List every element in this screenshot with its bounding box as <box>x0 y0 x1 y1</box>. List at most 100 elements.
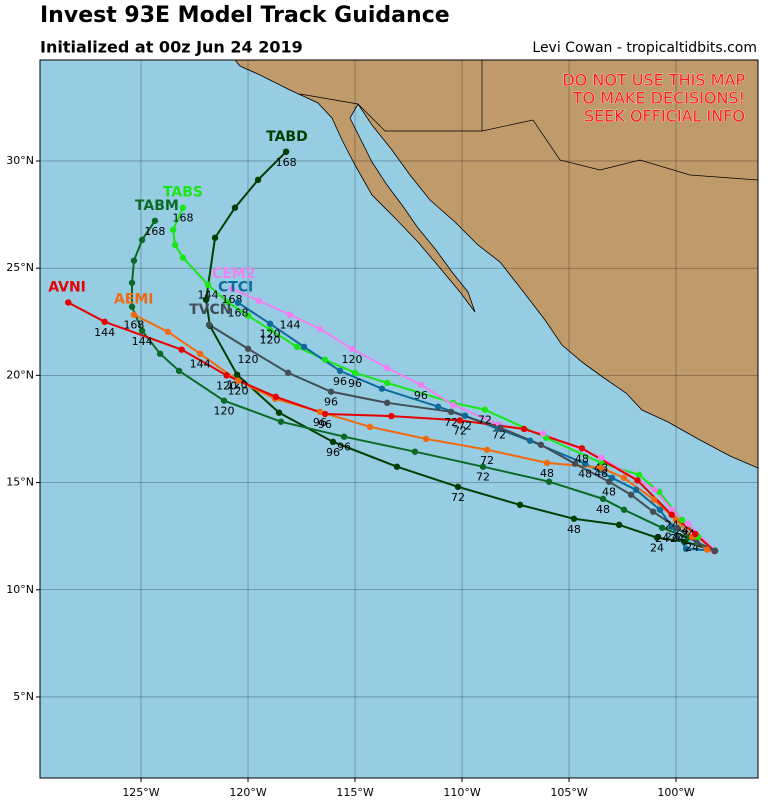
track-point <box>175 367 183 375</box>
track-point <box>151 217 159 224</box>
hour-label: 48 <box>575 452 589 465</box>
warning: TO MAKE DECISIONS! <box>572 89 745 108</box>
x-tick-label: 120°W <box>229 786 266 799</box>
hour-label: 120 <box>342 353 363 366</box>
hour-label: 48 <box>567 523 581 536</box>
track-point <box>684 520 692 527</box>
track-point <box>272 393 280 401</box>
track-point <box>656 506 664 513</box>
track-point <box>520 425 528 433</box>
track-point <box>543 459 551 467</box>
track-point <box>650 496 658 503</box>
track-point <box>316 408 324 416</box>
track-point <box>597 454 605 461</box>
hour-label: 120 <box>227 385 248 398</box>
hour-label: 96 <box>326 446 340 459</box>
model-name: TABD <box>266 129 308 145</box>
y-tick-label: 25°N <box>6 261 34 274</box>
track-point <box>128 279 136 286</box>
hour-label: 96 <box>324 396 338 409</box>
border <box>299 60 483 132</box>
track-point <box>393 463 401 470</box>
track-point <box>449 401 457 408</box>
hour-label: 72 <box>478 414 492 427</box>
hour-label: 72 <box>492 429 506 442</box>
track-point <box>672 516 680 524</box>
track-point <box>570 515 578 522</box>
track-point <box>678 516 686 524</box>
track-point <box>581 460 589 467</box>
track-point <box>668 506 676 513</box>
hour-label: 96 <box>348 377 362 390</box>
credit: Levi Cowan - tropicaltidbits.com <box>532 40 757 56</box>
track-point <box>383 399 391 407</box>
track-point <box>266 320 274 327</box>
track-point <box>605 478 613 485</box>
track-point <box>388 412 395 420</box>
track-point <box>422 435 430 443</box>
hour-label: 120 <box>227 379 248 392</box>
track-point <box>65 299 72 306</box>
track-point <box>627 491 635 498</box>
hour-label: 48 <box>578 468 592 481</box>
track-point <box>634 477 641 484</box>
track-point <box>228 285 236 292</box>
hour-label: 72 <box>444 416 458 429</box>
hour-label: 96 <box>337 441 351 454</box>
track-point <box>211 234 219 241</box>
track-point <box>620 506 628 513</box>
track-line <box>67 301 716 552</box>
track-point <box>220 397 228 404</box>
track-point <box>668 511 675 518</box>
hour-label: 168 <box>227 307 248 320</box>
track-point <box>327 388 335 395</box>
y-tick-label: 20°N <box>6 368 34 381</box>
hour-label: 72 <box>451 491 465 504</box>
hour-label: 96 <box>333 375 347 388</box>
track-point <box>366 423 374 431</box>
track-point <box>526 437 534 444</box>
track-point <box>266 326 274 333</box>
hour-label: 120 <box>260 328 281 341</box>
track-point <box>169 226 177 233</box>
x-tick-label: 115°W <box>336 786 373 799</box>
model-name: TABS <box>163 185 203 201</box>
tracks: 24487296120168TABD24487296120144168TABM2… <box>48 129 719 555</box>
track-point <box>481 406 489 413</box>
hour-label: 144 <box>197 289 218 302</box>
track-point <box>461 412 469 419</box>
track-point <box>417 381 425 389</box>
hour-label: 120 <box>216 379 237 392</box>
model-name: AEMI <box>114 292 154 308</box>
x-tick-label: 110°W <box>443 786 480 799</box>
track-point <box>516 501 524 509</box>
y-tick-label: 30°N <box>6 154 34 167</box>
title: Invest 93E Model Track Guidance <box>40 3 450 28</box>
model-name: CEM2 <box>212 266 256 282</box>
track-point <box>673 524 681 532</box>
track-point <box>348 345 356 352</box>
y-tick-label: 5°N <box>13 690 34 703</box>
track-point <box>321 410 329 418</box>
track-point <box>171 241 179 249</box>
model-name: TABM <box>135 198 179 214</box>
track-point <box>383 364 391 372</box>
track-point <box>130 257 138 264</box>
grid <box>40 60 758 778</box>
hour-label: 144 <box>190 358 211 371</box>
hour-label: 72 <box>453 424 467 437</box>
track-point <box>483 446 491 453</box>
hour-label: 168 <box>123 319 144 332</box>
track-point <box>578 445 586 452</box>
track-point <box>277 418 285 425</box>
track-point <box>411 448 419 455</box>
hour-label: 96 <box>313 416 327 429</box>
track-point <box>234 377 242 384</box>
track-point <box>128 303 136 310</box>
hour-label: 24 <box>650 542 664 555</box>
hour-label: 168 <box>144 225 165 238</box>
track-point <box>179 254 187 261</box>
track-point <box>244 345 252 352</box>
track-point <box>454 483 462 491</box>
